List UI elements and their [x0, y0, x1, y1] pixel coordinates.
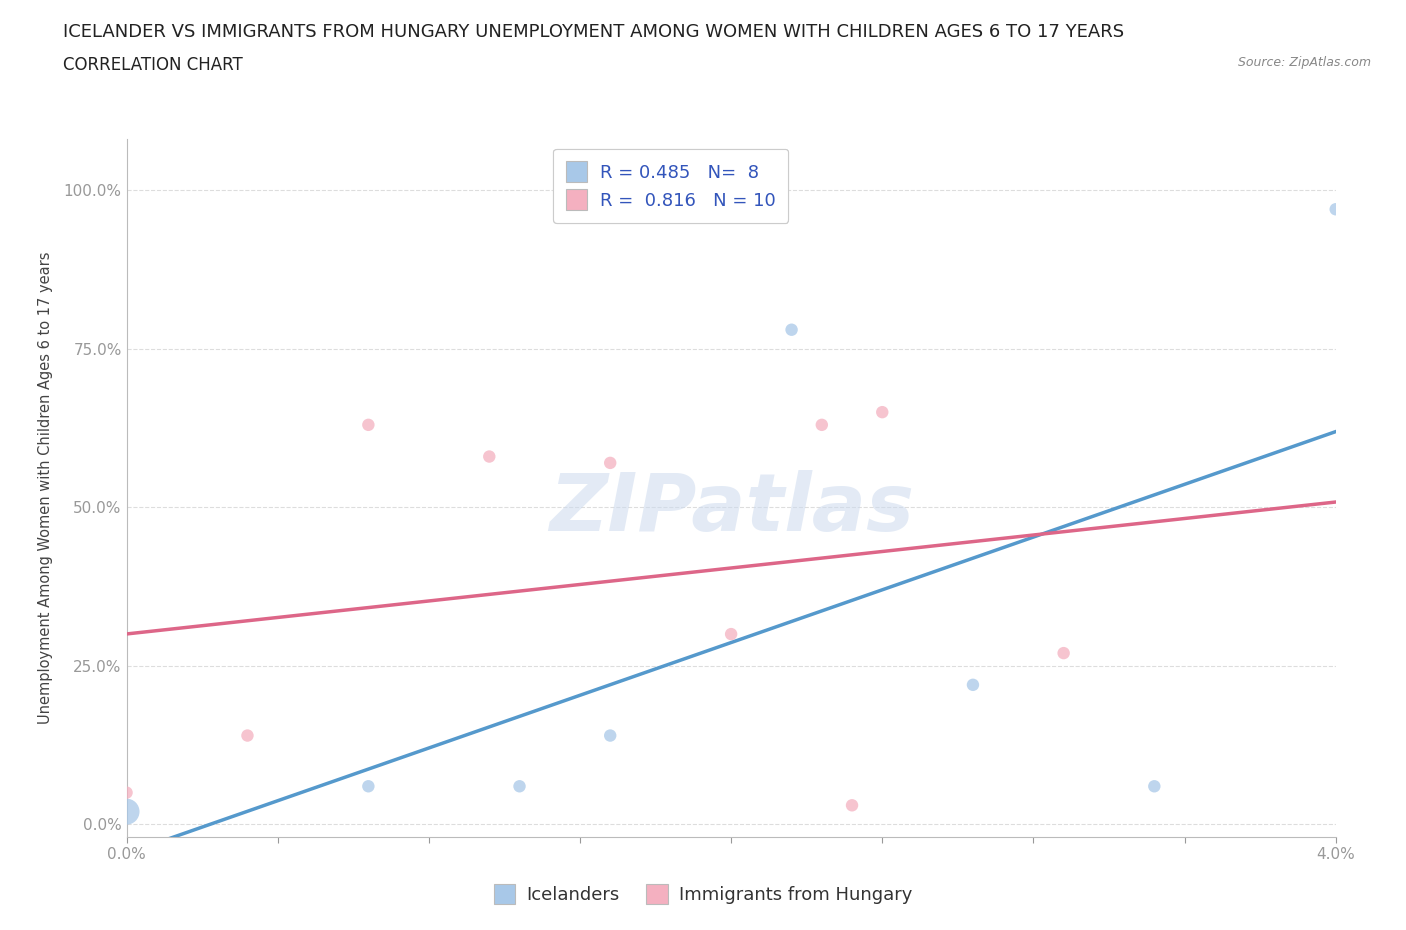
- Point: [962, 677, 984, 692]
- Point: [357, 418, 380, 432]
- Point: [236, 728, 259, 743]
- Point: [357, 778, 380, 793]
- Point: [599, 728, 621, 743]
- Point: [509, 778, 531, 793]
- Text: Source: ZipAtlas.com: Source: ZipAtlas.com: [1237, 56, 1371, 69]
- Text: CORRELATION CHART: CORRELATION CHART: [63, 56, 243, 73]
- Point: [1324, 202, 1347, 217]
- Point: [115, 785, 138, 800]
- Point: [1143, 778, 1166, 793]
- Point: [115, 804, 138, 819]
- Point: [810, 418, 832, 432]
- Point: [478, 449, 501, 464]
- Point: [780, 323, 803, 338]
- Point: [599, 456, 621, 471]
- Text: ICELANDER VS IMMIGRANTS FROM HUNGARY UNEMPLOYMENT AMONG WOMEN WITH CHILDREN AGES: ICELANDER VS IMMIGRANTS FROM HUNGARY UNE…: [63, 23, 1125, 41]
- Point: [872, 405, 894, 419]
- Legend: R = 0.485   N=  8, R =  0.816   N = 10: R = 0.485 N= 8, R = 0.816 N = 10: [553, 149, 789, 223]
- Y-axis label: Unemployment Among Women with Children Ages 6 to 17 years: Unemployment Among Women with Children A…: [38, 252, 52, 724]
- Text: ZIPatlas: ZIPatlas: [548, 471, 914, 548]
- Point: [1053, 645, 1076, 660]
- Point: [841, 798, 863, 813]
- Point: [720, 627, 742, 642]
- Legend: Icelanders, Immigrants from Hungary: Icelanders, Immigrants from Hungary: [486, 876, 920, 911]
